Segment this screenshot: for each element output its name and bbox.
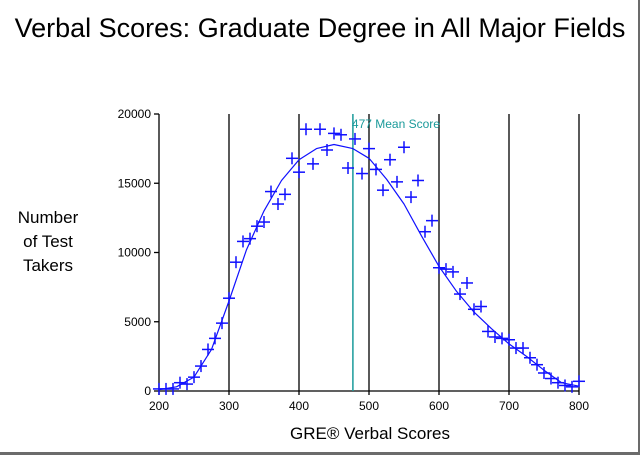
data-point-marker <box>279 188 291 201</box>
data-point-marker <box>174 376 186 389</box>
data-point-marker <box>216 317 228 330</box>
data-point-marker <box>328 127 340 140</box>
data-point-marker <box>167 382 179 395</box>
data-point-marker <box>272 198 284 211</box>
vertical-gridlines <box>228 114 580 391</box>
x-tick-label: 400 <box>289 399 309 413</box>
data-point-marker <box>181 378 193 391</box>
data-point-marker <box>265 185 277 198</box>
data-point-marker <box>202 343 214 356</box>
data-point-marker <box>524 351 536 364</box>
data-point-marker <box>251 220 263 233</box>
data-point-marker <box>188 371 200 384</box>
data-point-marker <box>349 132 361 145</box>
x-tick-label: 200 <box>149 399 169 413</box>
data-point-marker <box>412 174 424 187</box>
x-tick-label: 800 <box>569 399 589 413</box>
mean-score-annotation: 477 Mean Score <box>352 114 440 391</box>
data-point-marker <box>244 232 256 245</box>
data-point-marker <box>503 333 515 346</box>
data-point-marker <box>461 276 473 289</box>
data-point-marker <box>552 376 564 389</box>
y-axis-label: Number of Test Takers <box>8 206 88 278</box>
data-point-marker <box>454 288 466 301</box>
data-point-marker <box>230 256 242 269</box>
data-point-marker <box>377 184 389 197</box>
y-tick-label: 10000 <box>118 246 152 260</box>
axes <box>154 113 580 395</box>
y-tick-label: 0 <box>144 384 151 398</box>
data-point-marker <box>496 332 508 345</box>
data-point-marker <box>566 380 578 393</box>
data-point-marker <box>293 166 305 179</box>
data-point-marker <box>307 157 319 170</box>
data-point-marker <box>405 191 417 204</box>
data-point-marker <box>475 300 487 313</box>
data-point-marker <box>314 123 326 136</box>
y-axis-label-line-1: Number <box>17 208 79 227</box>
data-point-marker <box>391 175 403 188</box>
x-tick-label: 600 <box>429 399 449 413</box>
chart-title: Verbal Scores: Graduate Degree in All Ma… <box>14 13 626 43</box>
data-point-marker <box>300 123 312 136</box>
data-point-marker <box>517 342 529 355</box>
data-point-marker <box>531 358 543 371</box>
data-point-marker <box>573 375 585 388</box>
data-point-marker <box>559 379 571 392</box>
x-tick-label: 300 <box>219 399 239 413</box>
y-axis-label-line-3: Takers <box>22 256 74 275</box>
data-point-marker <box>419 225 431 238</box>
data-point-marker <box>468 303 480 316</box>
tick-labels: 0 5000 10000 15000 20000 200 300 400 500 600 700 80… <box>118 107 590 413</box>
data-point-marker <box>545 372 557 385</box>
data-point-marker <box>538 366 550 379</box>
data-point-marker <box>286 152 298 165</box>
data-point-marker <box>398 141 410 154</box>
data-point-marker <box>363 142 375 155</box>
data-point-markers <box>153 123 585 395</box>
data-point-marker <box>489 330 501 343</box>
data-point-marker <box>447 265 459 278</box>
data-point-marker <box>209 332 221 345</box>
data-point-marker <box>440 263 452 276</box>
data-point-marker <box>482 325 494 338</box>
data-point-marker <box>237 235 249 248</box>
data-point-marker <box>321 144 333 157</box>
data-point-marker <box>335 128 347 141</box>
data-point-marker <box>356 167 368 180</box>
x-axis-label: GRE® Verbal Scores <box>290 424 450 443</box>
y-tick-label: 20000 <box>118 107 152 121</box>
y-axis-label-line-2: of Test <box>23 232 73 251</box>
data-point-marker <box>426 214 438 227</box>
data-point-marker <box>223 292 235 305</box>
data-point-marker <box>258 216 270 229</box>
y-tick-label: 15000 <box>118 176 152 190</box>
mean-score-label: 477 Mean Score <box>352 117 440 131</box>
data-point-marker <box>370 163 382 176</box>
data-point-marker <box>384 153 396 166</box>
y-tick-label: 5000 <box>124 315 151 329</box>
x-tick-label: 500 <box>359 399 379 413</box>
x-tick-label: 700 <box>499 399 519 413</box>
data-point-marker <box>195 360 207 373</box>
data-point-marker <box>342 162 354 175</box>
data-point-marker <box>433 261 445 274</box>
